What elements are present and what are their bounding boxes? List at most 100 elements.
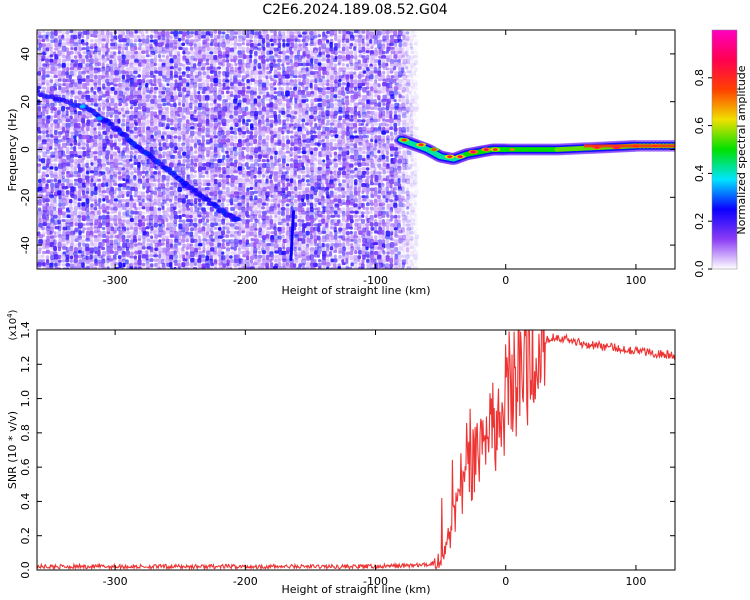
heatmap-noise-cell: [305, 230, 310, 236]
heatmap-noise-cell: [122, 206, 127, 211]
heatmap-noise-cell: [197, 78, 202, 82]
heatmap-noise-cell: [253, 186, 258, 191]
heatmap-noise-cell: [341, 102, 346, 106]
heatmap-noise-cell: [334, 230, 338, 235]
heatmap-noise-cell: [110, 226, 115, 232]
heatmap-noise-cell: [305, 262, 311, 267]
heatmap-noise-cell: [81, 70, 86, 75]
heatmap-noise-cell: [145, 71, 150, 75]
heatmap-noise-cell: [137, 87, 142, 92]
heatmap-noise-cell: [254, 227, 258, 231]
heatmap-noise-cell: [85, 122, 91, 127]
heatmap-noise-cell: [125, 82, 130, 88]
heatmap-noise-cell: [126, 254, 130, 258]
heatmap-noise-cell: [57, 214, 62, 220]
heatmap-noise-cell: [94, 251, 98, 255]
heatmap-noise-cell: [298, 34, 303, 38]
heatmap-noise-cell: [205, 114, 210, 120]
heatmap-noise-cell: [273, 198, 278, 204]
heatmap-noise-cell: [49, 194, 55, 199]
heatmap-noise-cell: [261, 174, 266, 178]
heatmap-noise-cell: [285, 218, 290, 224]
heatmap-noise-cell: [105, 30, 110, 37]
heatmap-noise-cell: [125, 62, 129, 67]
heatmap-noise-cell: [41, 38, 46, 43]
heatmap-noise-cell: [237, 118, 242, 123]
heatmap-noise-cell: [133, 198, 139, 203]
heatmap-noise-cell: [42, 210, 47, 215]
heatmap-noise-cell: [53, 70, 57, 76]
heatmap-noise-cell: [37, 170, 41, 174]
heatmap-noise-cell: [357, 119, 362, 123]
heatmap-noise-cell: [361, 167, 367, 171]
heatmap-noise-cell: [366, 130, 370, 135]
heatmap-noise-cell: [241, 71, 246, 75]
heatmap-noise-cell: [249, 255, 255, 260]
heatmap-noise-cell: [245, 66, 250, 71]
heatmap-noise-cell: [45, 194, 49, 199]
heatmap-noise-cell: [65, 106, 71, 110]
heatmap-noise-cell: [113, 158, 119, 164]
heatmap-noise-cell: [121, 142, 127, 146]
heatmap-noise-cell: [106, 138, 110, 145]
heatmap-noise-cell: [349, 210, 355, 214]
heatmap-noise-cell: [113, 154, 119, 159]
heatmap-noise-cell: [41, 158, 46, 164]
heatmap-noise-cell: [161, 30, 166, 37]
heatmap-noise-cell: [205, 215, 211, 219]
heatmap-noise-cell: [182, 102, 186, 108]
heatmap-noise-cell: [165, 70, 170, 77]
heatmap-noise-cell: [157, 98, 162, 103]
heatmap-noise-cell: [270, 239, 275, 243]
heatmap-noise-cell: [301, 118, 306, 123]
heatmap-noise-cell: [225, 254, 230, 260]
heatmap-noise-cell: [361, 147, 366, 151]
heatmap-noise-cell: [101, 203, 106, 208]
heatmap-noise-cell: [221, 246, 226, 250]
heatmap-noise-cell: [81, 122, 86, 128]
heatmap-noise-cell: [230, 58, 234, 63]
heatmap-noise-cell: [81, 223, 86, 227]
heatmap-noise-cell: [169, 142, 174, 148]
heatmap-noise-cell: [197, 62, 202, 67]
heatmap-noise-cell: [181, 78, 187, 84]
heatmap-noise-cell: [65, 166, 70, 171]
heatmap-noise-cell: [193, 67, 198, 71]
heatmap-noise-cell: [49, 142, 53, 148]
heatmap-noise-cell: [98, 222, 103, 229]
heatmap-noise-cell: [281, 198, 286, 204]
heatmap-noise-cell: [134, 30, 138, 34]
heatmap-noise-cell: [126, 235, 131, 239]
heatmap-noise-cell: [49, 62, 54, 66]
heatmap-noise-cell: [274, 214, 278, 218]
heatmap-noise-cell: [94, 262, 99, 267]
heatmap-noise-cell: [41, 130, 46, 135]
heatmap-noise-cell: [253, 206, 258, 211]
heatmap-noise-cell: [117, 195, 122, 199]
heatmap-noise-cell: [50, 66, 55, 72]
heatmap-noise-cell: [113, 206, 118, 211]
heatmap-noise-cell: [222, 58, 226, 63]
heatmap-noise-cell: [269, 70, 273, 74]
heatmap-noise-cell: [354, 250, 358, 255]
heatmap-noise-cell: [42, 266, 47, 269]
heatmap-noise-cell: [185, 262, 190, 267]
heatmap-noise-cell: [129, 202, 134, 208]
heatmap-noise-cell: [81, 167, 85, 172]
heatmap-noise-cell: [213, 139, 217, 144]
heatmap-noise-cell: [294, 219, 298, 223]
heatmap-noise-cell: [158, 58, 163, 63]
heatmap-noise-cell: [126, 227, 130, 231]
heatmap-noise-cell: [86, 166, 91, 172]
heatmap-noise-cell: [106, 47, 110, 53]
heatmap-noise-cell: [37, 86, 41, 90]
heatmap-noise-cell: [366, 146, 371, 151]
heatmap-noise-cell: [129, 247, 134, 251]
heatmap-noise-cell: [118, 206, 122, 213]
heatmap-noise-cell: [41, 214, 46, 220]
heatmap-noise-cell: [181, 91, 185, 95]
heatmap-noise-cell: [97, 43, 101, 48]
heatmap-noise-cell: [49, 166, 54, 170]
heatmap-noise-cell: [245, 234, 249, 239]
heatmap-noise-cell: [49, 83, 55, 87]
